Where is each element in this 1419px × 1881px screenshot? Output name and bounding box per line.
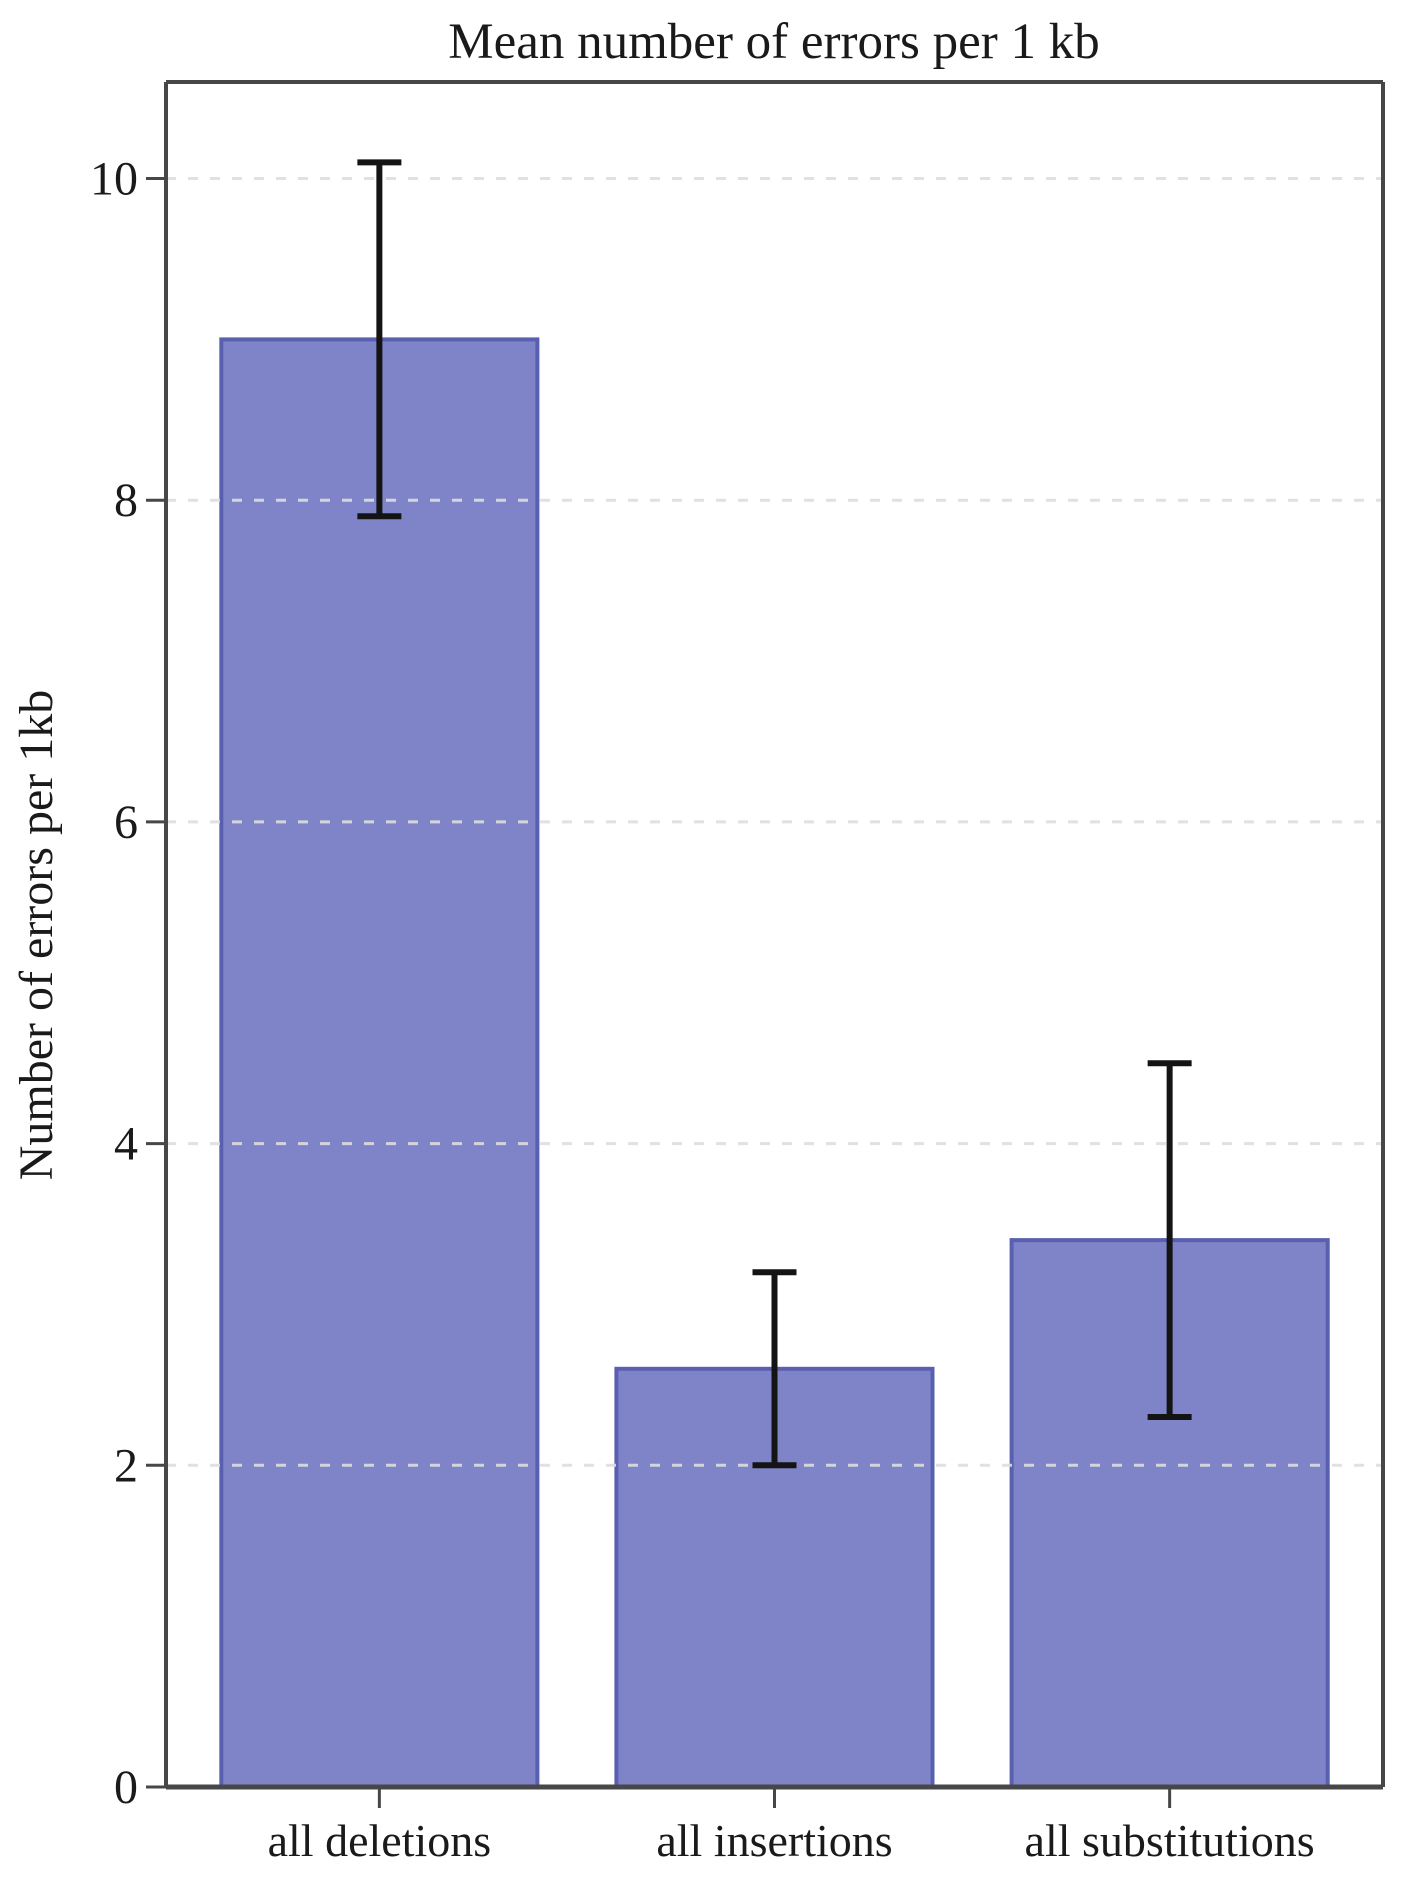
x-tick-label-2: all substitutions: [1025, 1815, 1315, 1866]
y-axis-label: Number of errors per 1kb: [10, 690, 63, 1181]
chart-title: Mean number of errors per 1 kb: [448, 14, 1099, 70]
bar-0: [219, 337, 540, 1789]
y-tick-label-6: 6: [114, 796, 138, 849]
y-tick-label-2: 2: [114, 1439, 138, 1492]
y-tick-label-0: 0: [114, 1761, 138, 1814]
error-bars-group: [357, 159, 1192, 1469]
gridlines-group: [166, 177, 1383, 1467]
y-tick-label-4: 4: [114, 1118, 138, 1171]
x-tick-label-1: all insertions: [656, 1815, 892, 1866]
tick-marks-group: [146, 177, 1172, 1808]
y-tick-label-10: 10: [90, 153, 138, 206]
x-tick-label-0: all deletions: [268, 1815, 492, 1866]
tick-labels-group: 0 2 4 6 8 10 all deletions all insertions all su…: [90, 153, 1315, 1867]
y-tick-label-8: 8: [114, 474, 138, 527]
